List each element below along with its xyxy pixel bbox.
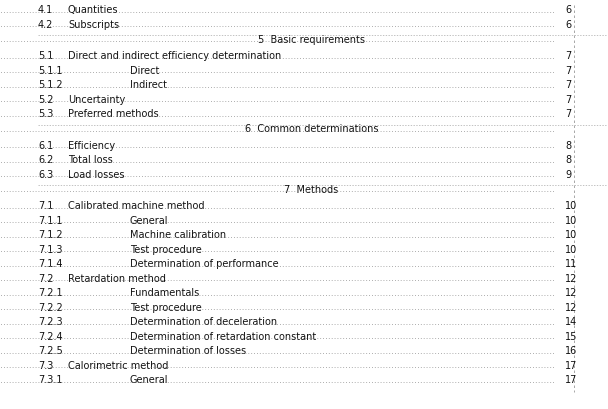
Text: 7.1.2: 7.1.2 xyxy=(38,229,63,240)
Text: ................................................................................: ........................................… xyxy=(0,274,555,283)
Text: 7.1: 7.1 xyxy=(38,201,54,211)
Text: 5.3: 5.3 xyxy=(38,109,54,119)
Text: 7.2.4: 7.2.4 xyxy=(38,331,63,341)
Text: 7.2.2: 7.2.2 xyxy=(38,302,63,312)
Text: 6.2: 6.2 xyxy=(38,155,54,165)
Text: ................................................................................: ........................................… xyxy=(0,155,555,164)
Text: Fundamentals: Fundamentals xyxy=(130,288,199,297)
Text: General: General xyxy=(130,215,168,225)
Text: 7: 7 xyxy=(565,51,572,61)
Text: 12: 12 xyxy=(565,288,578,297)
Text: Machine calibration: Machine calibration xyxy=(130,229,226,240)
Text: 11: 11 xyxy=(565,258,577,269)
Text: 4.2: 4.2 xyxy=(38,20,54,29)
Text: ................................................................................: ........................................… xyxy=(0,52,555,61)
Text: 17: 17 xyxy=(565,360,578,370)
Text: ................................................................................: ........................................… xyxy=(0,170,555,179)
Text: 7: 7 xyxy=(565,65,572,76)
Text: 7.3: 7.3 xyxy=(38,360,54,370)
Text: 7  Methods: 7 Methods xyxy=(285,184,339,194)
Text: 16: 16 xyxy=(565,345,577,355)
Text: ................................................................................: ........................................… xyxy=(0,110,555,118)
Text: 8: 8 xyxy=(565,140,571,151)
Text: ................................................................................: ........................................… xyxy=(0,201,555,210)
Text: 8: 8 xyxy=(565,155,571,165)
Text: Calorimetric method: Calorimetric method xyxy=(68,360,168,370)
Text: ................................................................................: ........................................… xyxy=(0,6,555,15)
Text: ................................................................................: ........................................… xyxy=(0,66,555,75)
Text: Determination of retardation constant: Determination of retardation constant xyxy=(130,331,316,341)
Text: 6: 6 xyxy=(565,20,571,29)
Text: Indirect: Indirect xyxy=(130,80,167,90)
Text: 17: 17 xyxy=(565,374,578,384)
Text: Determination of performance: Determination of performance xyxy=(130,258,278,269)
Text: Test procedure: Test procedure xyxy=(130,244,202,254)
Text: 7.1.4: 7.1.4 xyxy=(38,258,63,269)
Text: 15: 15 xyxy=(565,331,578,341)
Text: 10: 10 xyxy=(565,215,577,225)
Text: 7.2: 7.2 xyxy=(38,273,54,283)
Text: ................................................................................: ........................................… xyxy=(0,230,555,239)
Text: ................................................................................: ........................................… xyxy=(0,216,555,225)
Text: ................................................................................: ........................................… xyxy=(0,81,555,90)
Text: 12: 12 xyxy=(565,273,578,283)
Text: ................................................................................: ........................................… xyxy=(0,20,555,29)
Text: Subscripts: Subscripts xyxy=(68,20,119,29)
Text: ................................................................................: ........................................… xyxy=(0,259,555,268)
Text: 7: 7 xyxy=(565,80,572,90)
Text: ................................................................................: ........................................… xyxy=(0,302,555,311)
Text: 6  Common determinations: 6 Common determinations xyxy=(245,124,378,134)
Text: 6.1: 6.1 xyxy=(38,140,54,151)
Text: ................................................................................: ........................................… xyxy=(0,346,555,355)
Text: 6.3: 6.3 xyxy=(38,169,54,179)
Text: 5.1.1: 5.1.1 xyxy=(38,65,63,76)
Text: 12: 12 xyxy=(565,302,578,312)
Text: ................................................................................: ........................................… xyxy=(0,245,555,254)
Text: ................................................................................: ........................................… xyxy=(0,124,555,133)
Text: 14: 14 xyxy=(565,317,577,326)
Text: Direct: Direct xyxy=(130,65,159,76)
Text: 10: 10 xyxy=(565,229,577,240)
Text: 6: 6 xyxy=(565,5,571,15)
Text: Preferred methods: Preferred methods xyxy=(68,109,159,119)
Text: Test procedure: Test procedure xyxy=(130,302,202,312)
Text: Quantities: Quantities xyxy=(68,5,119,15)
Text: 7.1.3: 7.1.3 xyxy=(38,244,63,254)
Text: 5.1.2: 5.1.2 xyxy=(38,80,63,90)
Text: ................................................................................: ........................................… xyxy=(0,317,555,326)
Text: Load losses: Load losses xyxy=(68,169,125,179)
Text: 7.2.1: 7.2.1 xyxy=(38,288,63,297)
Text: ................................................................................: ........................................… xyxy=(0,331,555,340)
Text: ................................................................................: ........................................… xyxy=(0,95,555,104)
Text: Retardation method: Retardation method xyxy=(68,273,166,283)
Text: 9: 9 xyxy=(565,169,571,179)
Text: 7.2.5: 7.2.5 xyxy=(38,345,63,355)
Text: Calibrated machine method: Calibrated machine method xyxy=(68,201,204,211)
Text: 10: 10 xyxy=(565,201,577,211)
Text: 7: 7 xyxy=(565,94,572,104)
Text: ................................................................................: ........................................… xyxy=(0,360,555,369)
Text: 10: 10 xyxy=(565,244,577,254)
Text: General: General xyxy=(130,374,168,384)
Text: Determination of losses: Determination of losses xyxy=(130,345,246,355)
Text: Efficiency: Efficiency xyxy=(68,140,115,151)
Text: 5  Basic requirements: 5 Basic requirements xyxy=(258,34,365,45)
Text: ................................................................................: ........................................… xyxy=(0,375,555,384)
Text: 7: 7 xyxy=(565,109,572,119)
Text: 5.1: 5.1 xyxy=(38,51,54,61)
Text: ................................................................................: ........................................… xyxy=(0,141,555,150)
Text: Total loss: Total loss xyxy=(68,155,112,165)
Text: Direct and indirect efficiency determination: Direct and indirect efficiency determina… xyxy=(68,51,282,61)
Text: ................................................................................: ........................................… xyxy=(0,184,555,193)
Text: 4.1: 4.1 xyxy=(38,5,54,15)
Text: 7.3.1: 7.3.1 xyxy=(38,374,63,384)
Text: Uncertainty: Uncertainty xyxy=(68,94,125,104)
Text: 5.2: 5.2 xyxy=(38,94,54,104)
Text: ................................................................................: ........................................… xyxy=(0,288,555,297)
Text: Determination of deceleration: Determination of deceleration xyxy=(130,317,277,326)
Text: 7.2.3: 7.2.3 xyxy=(38,317,63,326)
Text: 7.1.1: 7.1.1 xyxy=(38,215,63,225)
Text: ................................................................................: ........................................… xyxy=(0,35,555,44)
